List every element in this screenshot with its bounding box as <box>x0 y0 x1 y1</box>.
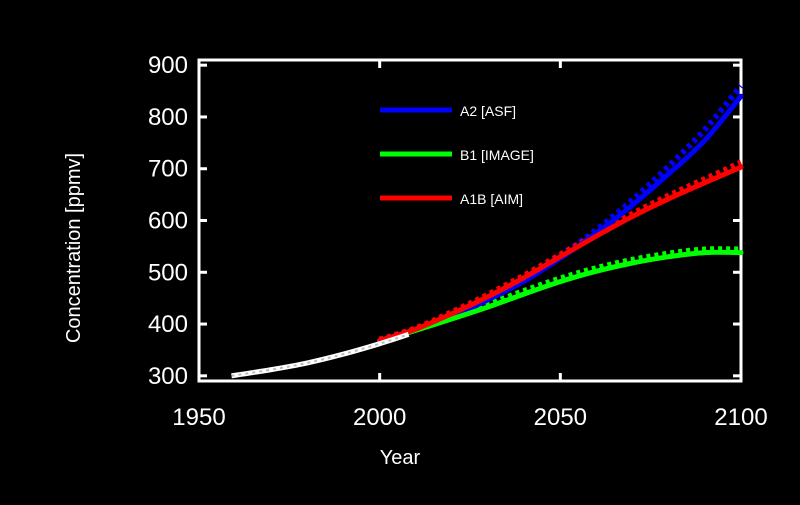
y-tick-label: 700 <box>148 156 188 183</box>
x-tick-label: 2000 <box>353 404 406 431</box>
legend-label: A2 [ASF] <box>460 103 516 119</box>
y-tick-label: 800 <box>148 104 188 131</box>
x-tick-labels: 1950 2000 2050 2100 <box>172 404 767 431</box>
series-lines <box>377 93 744 344</box>
y-axis-title: Concentration [ppmv] <box>63 153 85 343</box>
x-tick-label: 1950 <box>172 404 225 431</box>
y-tick-label: 300 <box>148 363 188 390</box>
series-line <box>377 249 744 344</box>
x-tick-label: 2050 <box>534 404 587 431</box>
y-tick-labels: 300 400 500 600 700 800 900 <box>148 52 188 390</box>
series-line <box>377 164 744 344</box>
historical-line-dashed <box>231 333 409 377</box>
y-tick-label: 600 <box>148 208 188 235</box>
historical-lines <box>231 332 410 379</box>
y-tick-label: 400 <box>148 311 188 338</box>
legend: A2 [ASF] B1 [IMAGE] A1B [AIM] <box>380 103 534 207</box>
legend-label: A1B [AIM] <box>460 191 523 207</box>
y-tick-label: 500 <box>148 259 188 286</box>
legend-label: B1 [IMAGE] <box>460 147 534 163</box>
y-tick-label: 900 <box>148 52 188 79</box>
x-axis-title: Year <box>380 447 421 469</box>
x-tick-label: 2100 <box>714 404 767 431</box>
